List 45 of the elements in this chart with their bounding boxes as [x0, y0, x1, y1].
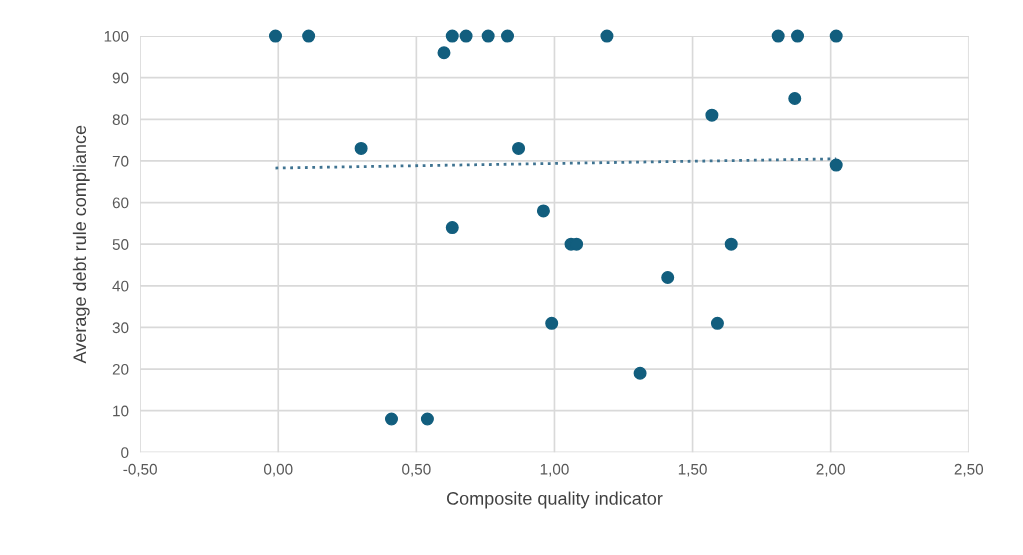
y-tick-label: 20 — [112, 363, 129, 375]
y-axis-title: Average debt rule compliance — [72, 125, 90, 364]
point — [481, 29, 495, 43]
point — [445, 29, 459, 43]
point — [724, 237, 738, 251]
x-tick-label: 1,50 — [678, 463, 707, 477]
point — [384, 412, 399, 426]
y-tick-label: 80 — [112, 114, 129, 126]
y-tick-label: 100 — [104, 30, 129, 42]
point — [600, 29, 614, 43]
x-tick-label: 2,00 — [816, 463, 845, 477]
point — [445, 221, 459, 235]
x-tick-label: -0,50 — [123, 463, 157, 477]
y-tick-label: 10 — [113, 405, 129, 417]
point — [661, 270, 675, 285]
x-tick-label: 0,00 — [263, 463, 293, 477]
point — [459, 29, 473, 43]
point — [354, 141, 368, 155]
point — [268, 29, 282, 43]
y-tick-label: 0 — [121, 447, 129, 459]
y-tick-label: 60 — [112, 197, 129, 209]
point — [710, 316, 724, 330]
point — [545, 316, 559, 330]
point — [791, 29, 805, 43]
point — [501, 29, 515, 43]
point — [705, 108, 719, 122]
point — [829, 158, 843, 172]
y-tick-label: 70 — [112, 155, 129, 167]
y-tick-label: 90 — [112, 72, 129, 84]
x-axis-title: Composite quality indicator — [447, 491, 663, 509]
point — [536, 204, 550, 218]
y-tick-label: 40 — [112, 280, 129, 292]
y-tick-label: 50 — [112, 239, 129, 250]
point — [420, 412, 434, 426]
point — [829, 29, 843, 43]
x-tick-label: 1,00 — [540, 463, 569, 477]
point — [771, 29, 785, 43]
x-tick-label: 2,50 — [954, 463, 984, 477]
point — [512, 141, 526, 155]
point — [633, 366, 647, 380]
point — [302, 29, 316, 43]
point — [437, 46, 451, 60]
x-tick-label: 0,50 — [402, 463, 431, 477]
point — [788, 92, 802, 106]
y-tick-label: 30 — [112, 322, 129, 334]
